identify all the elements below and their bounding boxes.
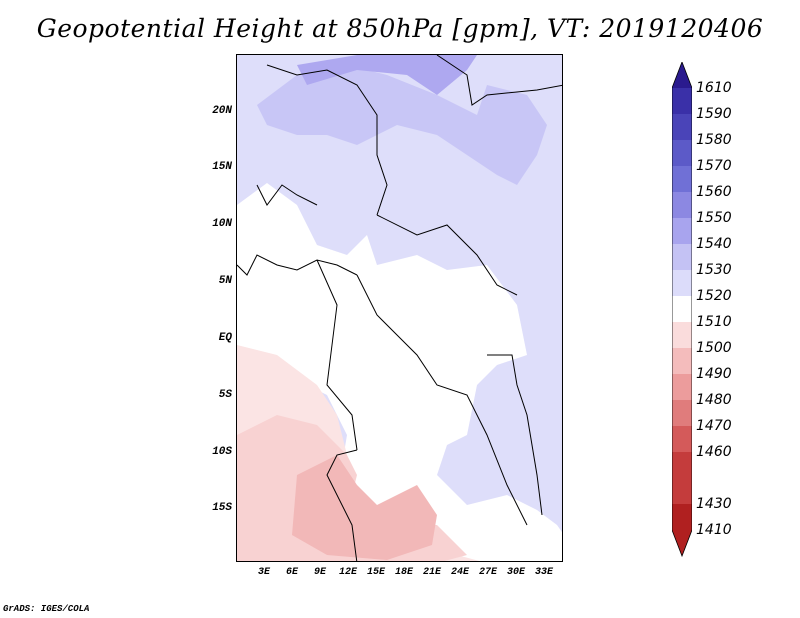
legend-label-1430: 1430 [696, 496, 732, 512]
legend-label-1610: 1610 [696, 80, 732, 96]
lat-label-10s: 10S [212, 446, 232, 458]
colorbar-band-1445 [672, 426, 692, 452]
lon-label-30e: 30E [506, 567, 525, 578]
colorbar-band-1412 [672, 504, 692, 530]
colorbar-band-1505 [672, 296, 692, 322]
legend-label-1550: 1550 [696, 210, 732, 226]
legend-label-1580: 1580 [696, 132, 732, 148]
chart-title: Geopotential Height at 850hPa [gpm], VT:… [36, 14, 764, 43]
legend-label-1520: 1520 [696, 288, 732, 304]
field-1530 [257, 65, 547, 185]
colorbar-band-1485 [672, 348, 692, 374]
colorbar-band-1565 [672, 140, 692, 166]
legend-label-1460: 1460 [696, 444, 732, 460]
grads-credit: GrADS: IGES/COLA [3, 604, 90, 614]
lat-label-15n: 15N [212, 161, 232, 173]
legend-label-1560: 1560 [696, 184, 732, 200]
legend-label-1540: 1540 [696, 236, 732, 252]
legend-label-1500: 1500 [696, 340, 732, 356]
colorbar-bottom-triangle [672, 530, 692, 556]
lon-label-15e: 15E [366, 567, 385, 578]
lon-label-3e: 3E [257, 567, 270, 578]
lat-label-20n: 20N [212, 105, 232, 117]
lon-label-12e: 12E [338, 567, 357, 578]
field-1540 [297, 55, 477, 95]
lat-label-eq: EQ [218, 332, 232, 344]
colorbar-band-1465 [672, 400, 692, 426]
colorbar-band-1495 [672, 322, 692, 348]
colorbar-top-triangle [672, 62, 692, 88]
colorbar-band-1555 [672, 166, 692, 192]
lat-label-15s: 15S [212, 502, 232, 514]
lon-label-24e: 24E [450, 567, 469, 578]
legend-label-1490: 1490 [696, 366, 732, 382]
legend-label-1570: 1570 [696, 158, 732, 174]
colorbar-band-1575 [672, 114, 692, 140]
legend-label-1510: 1510 [696, 314, 732, 330]
field-1480 [292, 455, 437, 560]
legend-label-1590: 1590 [696, 106, 732, 122]
field-1510 [237, 183, 562, 561]
legend-label-1410: 1410 [696, 522, 732, 538]
colorbar [672, 62, 692, 558]
legend-label-1530: 1530 [696, 262, 732, 278]
colorbar-band-1515 [672, 270, 692, 296]
lat-label-5n: 5N [218, 275, 232, 287]
colorbar-band-1415 [672, 478, 692, 504]
colorbar-band-1585 [672, 88, 692, 114]
colorbar-band-1475 [672, 374, 692, 400]
colorbar-band-1420 [672, 452, 692, 478]
lon-label-21e: 21E [422, 567, 441, 578]
lon-label-9e: 9E [313, 567, 326, 578]
lat-label-5s: 5S [218, 389, 232, 401]
legend-label-1470: 1470 [696, 418, 732, 434]
legend-label-1480: 1480 [696, 392, 732, 408]
colorbar-band-1545 [672, 192, 692, 218]
lat-label-10n: 10N [212, 218, 232, 230]
lon-label-27e: 27E [478, 567, 497, 578]
map-canvas [237, 55, 562, 561]
map-plot-area [236, 54, 563, 562]
lon-label-33e: 33E [534, 567, 553, 578]
lon-label-18e: 18E [394, 567, 413, 578]
colorbar-band-1525 [672, 244, 692, 270]
colorbar-band-1535 [672, 218, 692, 244]
country-borders [237, 55, 562, 561]
lon-label-6e: 6E [285, 567, 298, 578]
